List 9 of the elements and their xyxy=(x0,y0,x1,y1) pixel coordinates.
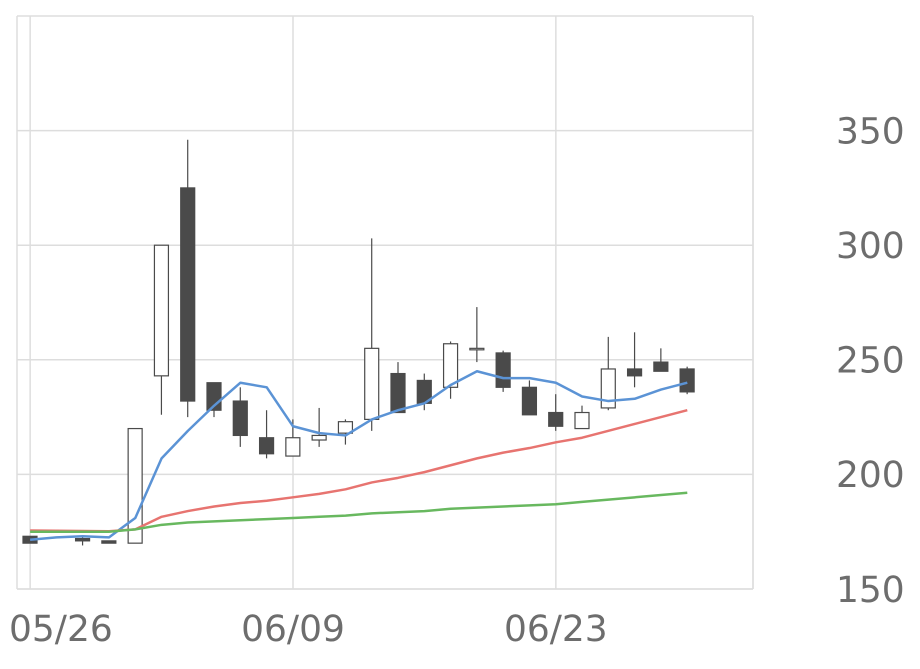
line-series xyxy=(28,491,689,533)
y-tick-label: 200 xyxy=(836,455,905,496)
x-tick-label: 05/26 xyxy=(9,609,113,650)
y-tick-label: 150 xyxy=(836,570,905,611)
x-tick-label: 06/23 xyxy=(504,609,608,650)
x-tick-label: 06/09 xyxy=(241,609,345,650)
y-tick-label: 250 xyxy=(836,340,905,382)
y-tick-label: 300 xyxy=(836,226,905,267)
y-tick-label: 350 xyxy=(836,111,905,152)
